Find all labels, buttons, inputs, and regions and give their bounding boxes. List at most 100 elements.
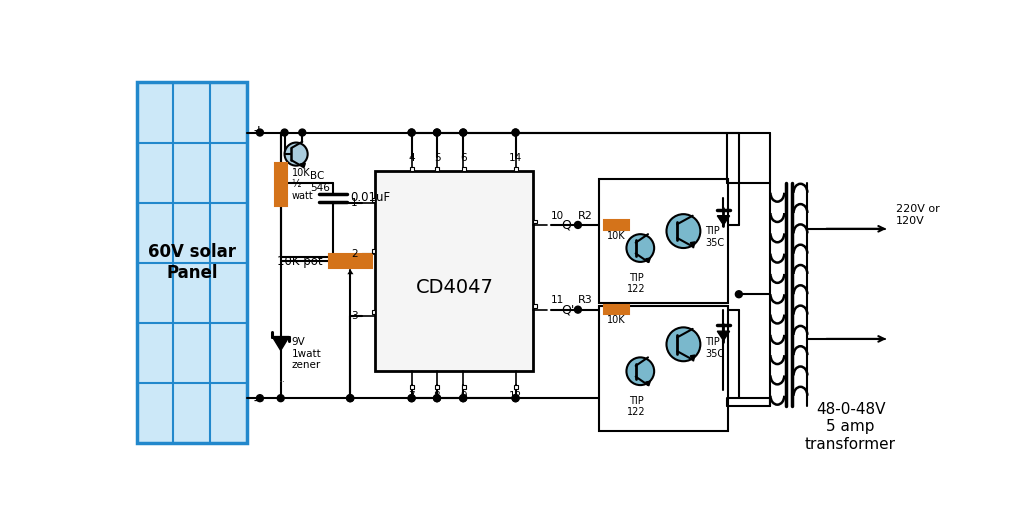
Circle shape bbox=[460, 129, 467, 136]
Text: BC
546: BC 546 bbox=[310, 171, 330, 193]
Text: −: − bbox=[252, 394, 264, 408]
Bar bbox=[410, 385, 414, 389]
Circle shape bbox=[735, 291, 742, 298]
Circle shape bbox=[512, 395, 519, 402]
Bar bbox=[410, 167, 414, 171]
Text: TIP
122: TIP 122 bbox=[627, 272, 646, 294]
Text: 10K
½
watt: 10K ½ watt bbox=[292, 168, 313, 201]
Text: 2: 2 bbox=[351, 249, 357, 259]
Circle shape bbox=[574, 221, 582, 228]
Bar bbox=[514, 385, 518, 389]
Polygon shape bbox=[717, 216, 730, 225]
Bar bbox=[137, 83, 247, 443]
Text: 10K: 10K bbox=[607, 316, 626, 325]
Circle shape bbox=[433, 129, 440, 136]
Bar bbox=[274, 163, 287, 206]
Circle shape bbox=[574, 306, 582, 313]
Text: TIP
35C: TIP 35C bbox=[705, 337, 724, 359]
Bar bbox=[376, 171, 534, 371]
Bar bbox=[534, 304, 538, 308]
Text: TIP
122: TIP 122 bbox=[627, 396, 646, 417]
Text: 1: 1 bbox=[351, 198, 357, 208]
Text: 11: 11 bbox=[551, 296, 564, 306]
Circle shape bbox=[285, 142, 307, 165]
Circle shape bbox=[460, 395, 467, 402]
Polygon shape bbox=[300, 163, 305, 168]
Circle shape bbox=[299, 129, 306, 136]
Text: swagatam innovations: swagatam innovations bbox=[608, 185, 687, 191]
Circle shape bbox=[346, 395, 353, 402]
Text: 12: 12 bbox=[509, 391, 522, 401]
Bar bbox=[372, 198, 376, 202]
Text: TIP
35C: TIP 35C bbox=[705, 227, 724, 248]
Text: Q: Q bbox=[561, 218, 570, 231]
Circle shape bbox=[409, 129, 415, 136]
Circle shape bbox=[433, 395, 440, 402]
Text: 48-0-48V
5 amp
transformer: 48-0-48V 5 amp transformer bbox=[805, 402, 896, 452]
Polygon shape bbox=[690, 355, 695, 361]
Circle shape bbox=[667, 214, 700, 248]
Circle shape bbox=[512, 129, 519, 136]
Circle shape bbox=[409, 395, 415, 402]
Text: 9V
1watt
zener: 9V 1watt zener bbox=[292, 337, 322, 370]
Circle shape bbox=[512, 395, 519, 402]
Text: 4: 4 bbox=[409, 152, 415, 162]
Circle shape bbox=[512, 129, 519, 136]
Text: swagatam innovations: swagatam innovations bbox=[624, 347, 702, 353]
Bar bbox=[604, 305, 629, 314]
Circle shape bbox=[433, 395, 440, 402]
Text: 10: 10 bbox=[551, 211, 564, 221]
Bar bbox=[604, 220, 629, 230]
Circle shape bbox=[460, 395, 467, 402]
Text: 6: 6 bbox=[460, 152, 467, 162]
Text: 9: 9 bbox=[460, 391, 467, 401]
Polygon shape bbox=[646, 381, 650, 386]
Polygon shape bbox=[690, 242, 695, 248]
Text: swagatam innovations: swagatam innovations bbox=[624, 324, 702, 329]
Text: 5: 5 bbox=[434, 152, 440, 162]
Circle shape bbox=[627, 357, 654, 385]
Circle shape bbox=[256, 129, 263, 136]
Text: +: + bbox=[252, 124, 264, 138]
Text: 0.01uF: 0.01uF bbox=[350, 191, 390, 204]
Bar bbox=[514, 167, 518, 171]
Text: 7: 7 bbox=[409, 391, 415, 401]
Circle shape bbox=[256, 395, 263, 402]
Text: 10K: 10K bbox=[607, 231, 626, 241]
Bar bbox=[534, 220, 538, 223]
Bar bbox=[462, 167, 466, 171]
Text: swagatam innovations: swagatam innovations bbox=[624, 331, 702, 337]
Text: ..: .. bbox=[279, 374, 286, 384]
Text: Q': Q' bbox=[561, 303, 574, 316]
Bar bbox=[435, 167, 439, 171]
Circle shape bbox=[627, 234, 654, 262]
Polygon shape bbox=[717, 331, 730, 340]
Text: R3: R3 bbox=[579, 296, 593, 306]
Circle shape bbox=[282, 129, 288, 136]
Text: swagatam innovations: swagatam innovations bbox=[608, 200, 687, 207]
Text: 60V solar
Panel: 60V solar Panel bbox=[147, 243, 236, 282]
Text: R2: R2 bbox=[579, 211, 593, 221]
Text: 10K pot: 10K pot bbox=[278, 255, 323, 268]
Text: 14: 14 bbox=[509, 152, 522, 162]
Text: swagatam innovations: swagatam innovations bbox=[608, 193, 687, 199]
Circle shape bbox=[409, 395, 415, 402]
Polygon shape bbox=[347, 270, 353, 274]
Circle shape bbox=[409, 129, 415, 136]
Text: 3: 3 bbox=[351, 311, 357, 321]
Circle shape bbox=[667, 327, 700, 361]
Polygon shape bbox=[646, 258, 650, 262]
Bar bbox=[435, 385, 439, 389]
Circle shape bbox=[460, 129, 467, 136]
Text: CD4047: CD4047 bbox=[416, 278, 494, 297]
Text: swagatam innovations: swagatam innovations bbox=[608, 216, 687, 222]
Bar bbox=[599, 179, 728, 304]
Text: swagatam innovations: swagatam innovations bbox=[608, 208, 687, 214]
Bar bbox=[462, 385, 466, 389]
Text: swagatam innovations: swagatam innovations bbox=[624, 308, 702, 314]
Text: 8: 8 bbox=[434, 391, 440, 401]
Bar bbox=[599, 306, 728, 431]
Circle shape bbox=[347, 395, 354, 402]
Bar bbox=[330, 254, 372, 268]
Polygon shape bbox=[272, 337, 289, 350]
